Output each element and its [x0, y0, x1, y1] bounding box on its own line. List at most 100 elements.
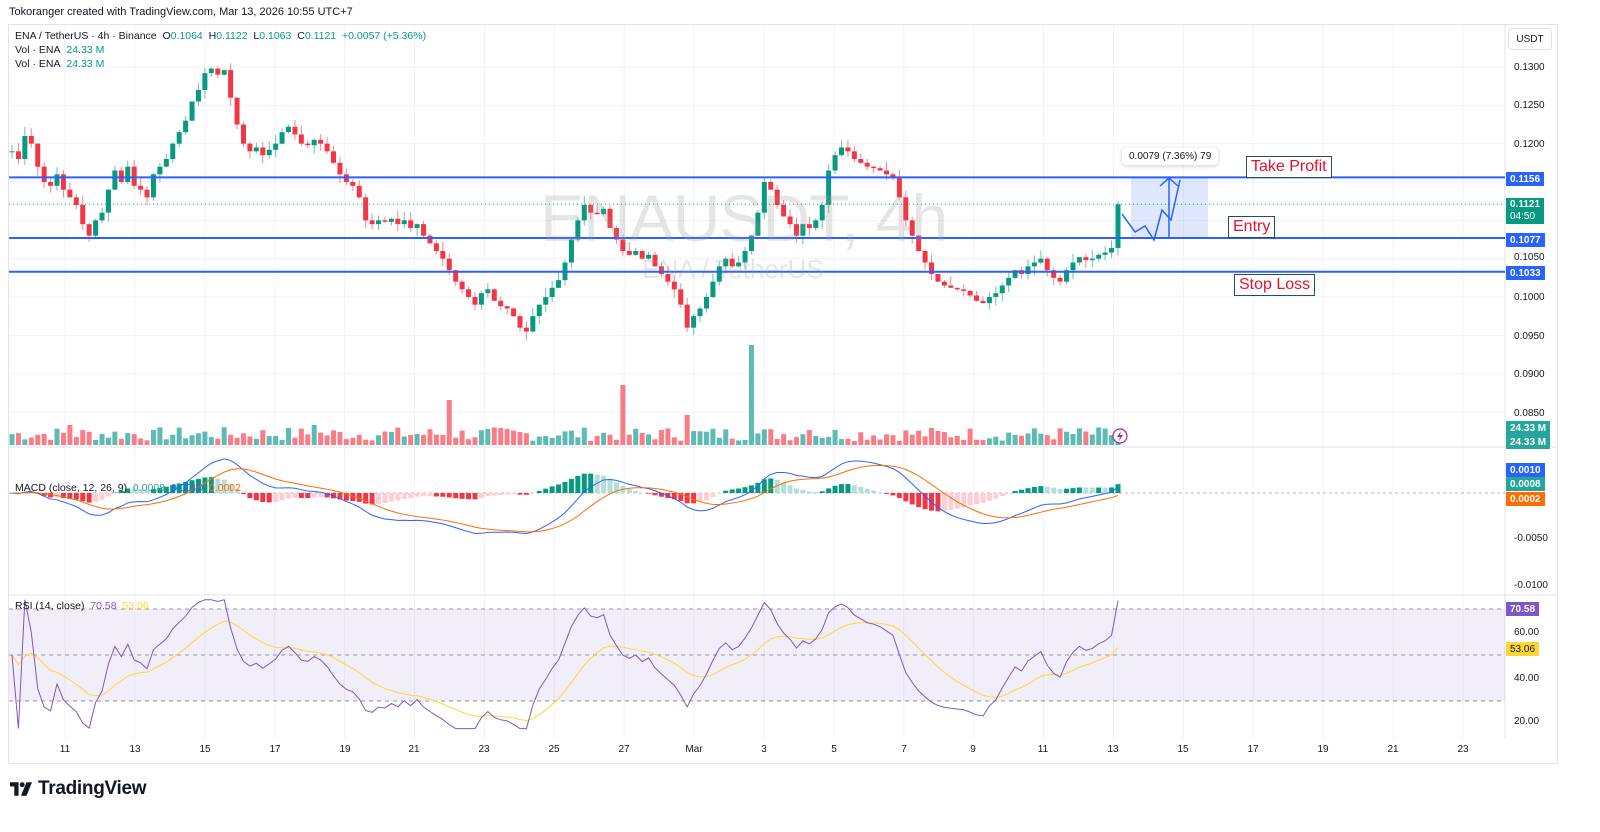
macd-histogram-bar: [691, 493, 697, 504]
candle-body: [60, 174, 66, 190]
macd-histogram-bar: [504, 493, 510, 495]
volume-bar: [318, 432, 324, 445]
macd-histogram-bar: [1057, 488, 1063, 493]
volume-bar: [703, 431, 709, 445]
candle-body: [723, 258, 729, 267]
volume-bar: [504, 428, 510, 445]
entry-label[interactable]: Entry: [1228, 216, 1276, 238]
candle-body: [331, 151, 337, 163]
close-value: 0.1121: [304, 30, 337, 42]
candle-body: [819, 205, 825, 221]
volume-bar: [652, 439, 658, 445]
volume-bar: [774, 438, 780, 445]
volume-bar: [1064, 431, 1070, 445]
candle-body: [9, 151, 15, 153]
macd-histogram-bar: [671, 493, 677, 500]
candle-body: [105, 189, 111, 213]
volume-bar: [819, 437, 825, 445]
price-range-measure[interactable]: 0.0079 (7.36%) 79: [1122, 148, 1219, 165]
volume-bar: [401, 436, 407, 445]
candle-body: [530, 316, 536, 332]
volume-bar: [877, 439, 883, 445]
rsi-ma-value: 53.06: [122, 600, 149, 612]
volume-bar: [851, 440, 857, 445]
volume-bar: [183, 438, 189, 445]
macd-histogram-bar: [543, 488, 549, 493]
macd-histogram-bar: [453, 493, 459, 499]
volume-bar: [588, 440, 594, 445]
macd-histogram-bar: [93, 493, 99, 502]
candle-body: [208, 68, 214, 74]
currency-button[interactable]: USDT: [1508, 28, 1552, 50]
low-value: 0.1063: [259, 30, 292, 42]
volume-bar: [240, 433, 246, 445]
candle-body: [678, 289, 684, 305]
candle-body: [478, 293, 484, 305]
volume-bar: [195, 433, 201, 445]
candle-body: [826, 170, 832, 205]
macd-legend[interactable]: MACD (close, 12, 26, 9) 0.0008 0.0010 0.…: [15, 482, 241, 494]
volume-bar: [813, 436, 819, 445]
macd-histogram-bar: [684, 493, 690, 504]
volume-bar: [1089, 434, 1095, 445]
rsi-legend[interactable]: RSI (14, close) 70.58 53.06: [15, 600, 149, 612]
volume-bar: [189, 435, 195, 445]
volume-bar: [748, 345, 754, 445]
candle-body: [1089, 258, 1095, 261]
symbol-legend[interactable]: ENA / TetherUS · 4h · Binance O0.1064 H0…: [15, 30, 427, 42]
volume-bar: [266, 436, 272, 445]
macd-histogram-bar: [511, 493, 517, 495]
macd-histogram-bar: [562, 481, 568, 493]
macd-histogram-bar: [607, 478, 613, 493]
stop-loss-label[interactable]: Stop Loss: [1234, 274, 1316, 296]
rsi-ma-line: [11, 620, 1119, 722]
volume-bar: [363, 439, 369, 445]
macd-histogram-bar: [138, 489, 144, 493]
volume-bar: [54, 428, 60, 445]
take-profit-label[interactable]: Take Profit: [1246, 156, 1332, 178]
volume-bar: [742, 439, 748, 445]
chart-frame: [8, 24, 1558, 764]
candle-body: [607, 208, 613, 228]
macd-histogram-bar: [234, 488, 240, 493]
volume-bar: [607, 434, 613, 445]
macd-histogram-bar: [48, 493, 54, 498]
candle-body: [935, 274, 941, 282]
volume-bar: [864, 439, 870, 445]
macd-axis-label: -0.0100: [1514, 580, 1548, 591]
volume-bar: [93, 439, 99, 445]
entry-price-tag: 0.1077: [1506, 233, 1545, 247]
macd-histogram-bar: [1006, 493, 1012, 494]
macd-histogram-bar: [781, 482, 787, 493]
candle-body: [1115, 204, 1121, 248]
candle-body: [279, 132, 285, 144]
volume-bar: [60, 432, 66, 445]
candle-body: [234, 97, 240, 125]
last-price-tag: 0.1121 04:50: [1506, 198, 1545, 224]
macd-histogram-bar: [646, 493, 652, 494]
macd-histogram-bar: [742, 487, 748, 493]
candle-body: [543, 297, 549, 305]
volume-bar: [986, 438, 992, 445]
candle-body: [851, 151, 857, 159]
macd-histogram-bar: [324, 493, 330, 498]
volume-legend-1[interactable]: Vol · ENA 24.33 M: [15, 44, 105, 56]
macd-histogram-bar: [41, 493, 47, 496]
tradingview-logo[interactable]: TradingView: [10, 778, 147, 800]
volume-legend-2[interactable]: Vol · ENA 24.33 M: [15, 58, 105, 70]
stop-loss-price-tag: 0.1033: [1506, 266, 1545, 280]
candle-body: [453, 270, 459, 282]
volume-bar: [273, 436, 279, 445]
volume-bar: [446, 400, 452, 445]
candle-body: [703, 297, 709, 309]
macd-histogram-bar: [884, 493, 890, 494]
macd-histogram-bar: [806, 491, 812, 493]
macd-histogram-bar: [247, 493, 253, 499]
candle-body: [363, 197, 369, 221]
volume-bar: [80, 430, 86, 445]
candle-body: [658, 266, 664, 274]
volume-bar: [292, 437, 298, 445]
volume-bar: [620, 385, 626, 445]
volume-bar: [903, 430, 909, 445]
